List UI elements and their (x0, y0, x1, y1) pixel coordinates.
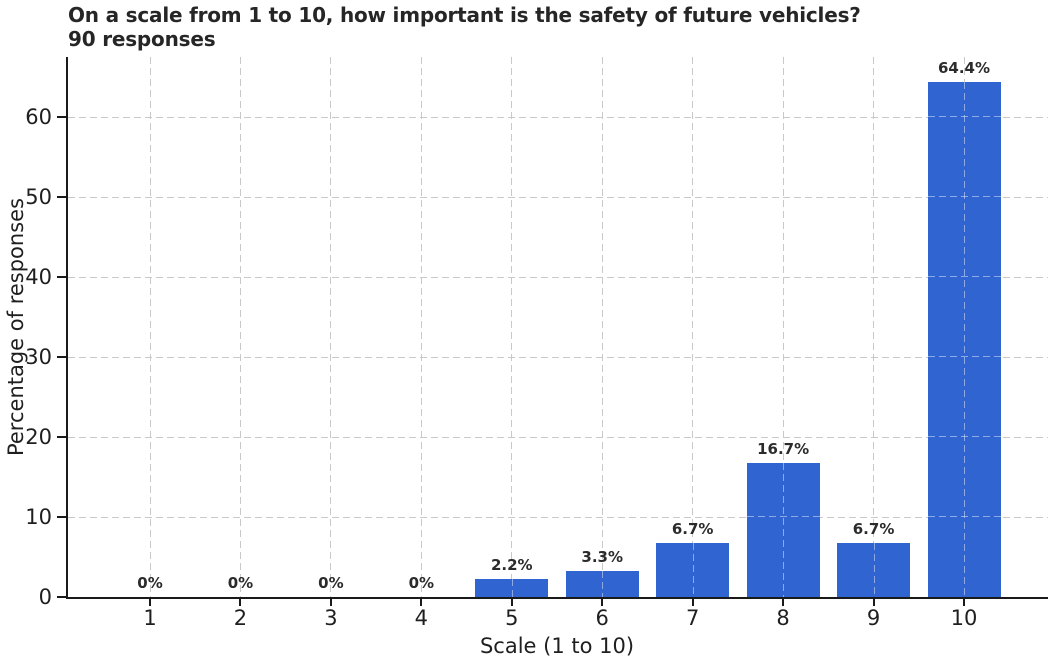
x-tick-mark (149, 597, 151, 606)
plot-area: 0 10 20 30 40 50 60 0% 1 0% 2 0% 3 0% 4 2.2% 5 3.3% 6 6.7% 7… (25, 57, 1048, 630)
y-axis-spine (66, 57, 68, 597)
x-tick-mark (510, 597, 513, 606)
x-tick-mark (782, 597, 785, 606)
bar-value-label: 0% (227, 574, 254, 592)
x-tick-mark (601, 597, 604, 606)
chart-subtitle: 90 responses (68, 27, 216, 51)
y-tick-label: 10 (25, 505, 52, 529)
bar (565, 570, 639, 597)
x-tick-label: 6 (595, 606, 609, 630)
vertical-gridline (782, 57, 784, 597)
horizontal-gridline (68, 516, 1048, 518)
bar (475, 579, 549, 597)
y-tick-mark (57, 116, 66, 118)
bar-gridline-overlay (873, 543, 875, 597)
y-tick-mark (57, 356, 66, 358)
y-tick-mark (57, 516, 66, 518)
bar-gridline-overlay (783, 463, 785, 597)
bar (746, 463, 820, 597)
y-tick-mark (57, 276, 66, 278)
horizontal-gridline (68, 276, 1048, 278)
bar-value-label: 2.2% (490, 556, 533, 575)
bar-gridline-overlay (927, 516, 1001, 517)
bar-value-label: 64.4% (937, 58, 991, 77)
bar-gridline-overlay (511, 579, 513, 597)
bar-gridline-overlay (927, 196, 1001, 197)
bar-gridline-overlay (927, 116, 1001, 117)
bar-gridline-overlay (964, 81, 965, 597)
bar-value-label: 0% (318, 574, 344, 592)
vertical-gridline (692, 57, 694, 597)
bar-gridline-overlay (692, 543, 694, 597)
x-tick-label: 3 (324, 606, 338, 630)
x-tick-mark (691, 597, 694, 606)
vertical-gridline (873, 57, 875, 597)
x-tick-mark (872, 597, 875, 606)
y-axis-label: Percentage of responses (4, 197, 28, 457)
x-tick-label: 7 (685, 606, 700, 630)
vertical-gridline (330, 57, 332, 597)
x-tick-label: 9 (866, 606, 881, 630)
y-tick-label: 0 (38, 585, 52, 609)
horizontal-gridline (68, 436, 1048, 438)
vertical-gridline (149, 57, 151, 597)
x-tick-label: 2 (233, 606, 248, 630)
y-tick-mark (57, 596, 66, 598)
x-tick-label: 5 (505, 606, 519, 630)
vertical-gridline (239, 57, 241, 597)
vertical-gridline (601, 57, 603, 597)
x-tick-mark (963, 597, 965, 606)
bar-gridline-overlay (927, 356, 1001, 357)
bar-value-label: 3.3% (581, 547, 624, 566)
bar (837, 543, 911, 597)
x-tick-label: 1 (143, 606, 157, 630)
y-tick-label: 30 (25, 345, 52, 369)
bar-value-label: 16.7% (757, 440, 810, 459)
bar-gridline-overlay (927, 276, 1001, 277)
x-tick-mark (420, 597, 423, 606)
x-tick-label: 10 (950, 606, 978, 630)
x-axis-label: Scale (1 to 10) (479, 634, 635, 658)
bar (927, 81, 1001, 597)
y-tick-label: 40 (25, 265, 52, 289)
x-tick-label: 8 (776, 606, 790, 630)
bar-gridline-overlay (746, 516, 820, 517)
vertical-gridline (420, 57, 422, 597)
y-tick-mark (57, 436, 66, 438)
bar-value-label: 6.7% (852, 520, 895, 539)
vertical-gridline (511, 57, 513, 597)
x-tick-mark (239, 597, 242, 606)
horizontal-gridline (68, 116, 1048, 118)
y-tick-label: 60 (25, 105, 52, 129)
y-tick-label: 50 (25, 185, 52, 209)
chart-title: On a scale from 1 to 10, how important i… (68, 3, 861, 27)
chart-title-block: On a scale from 1 to 10, how important i… (68, 3, 861, 51)
x-tick-label: 4 (414, 606, 429, 630)
x-tick-mark (329, 597, 332, 606)
horizontal-gridline (68, 356, 1048, 358)
bar-gridline-overlay (602, 570, 604, 597)
horizontal-gridline (68, 196, 1048, 198)
y-tick-mark (57, 196, 66, 198)
bar-gridline-overlay (927, 436, 1001, 437)
bar-value-label: 0% (137, 574, 163, 592)
y-tick-label: 20 (25, 425, 52, 449)
x-axis-spine (66, 597, 1048, 599)
bar-value-label: 6.7% (671, 520, 714, 539)
bar-value-label: 0% (408, 574, 435, 592)
bar (656, 543, 730, 597)
